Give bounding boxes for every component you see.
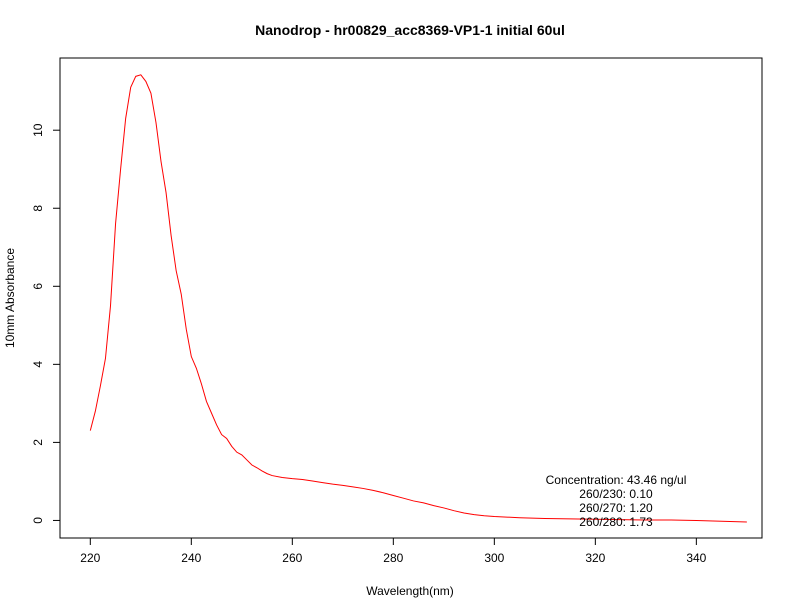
- ratio-text: 260/270: 1.20: [579, 501, 653, 515]
- ratio-text: 260/280: 1.73: [579, 515, 653, 529]
- x-axis: 220 240 260 280 300 320 340: [80, 538, 707, 565]
- x-tick-label: 280: [383, 551, 403, 565]
- concentration-text: Concentration: 43.46 ng/ul: [546, 473, 687, 487]
- y-axis: 0 2 4 6 8 10: [31, 123, 60, 524]
- x-tick-label: 300: [484, 551, 504, 565]
- x-tick-label: 260: [282, 551, 302, 565]
- x-axis-label: Wavelength(nm): [366, 584, 454, 598]
- y-tick-label: 4: [31, 361, 45, 368]
- y-tick-label: 8: [31, 205, 45, 212]
- y-tick-label: 2: [31, 439, 45, 446]
- absorbance-line: [89, 74, 747, 523]
- y-axis-label: 10mm Absorbance: [3, 248, 17, 348]
- x-tick-label: 220: [80, 551, 100, 565]
- ratio-text: 260/230: 0.10: [579, 487, 653, 501]
- x-tick-label: 340: [686, 551, 706, 565]
- y-tick-label: 0: [31, 517, 45, 524]
- y-tick-label: 6: [31, 283, 45, 290]
- plot-frame: [59, 57, 763, 539]
- x-tick-label: 240: [181, 551, 201, 565]
- chart-title: Nanodrop - hr00829_acc8369-VP1-1 initial…: [255, 22, 565, 38]
- y-tick-label: 10: [31, 123, 45, 137]
- x-tick-label: 320: [585, 551, 605, 565]
